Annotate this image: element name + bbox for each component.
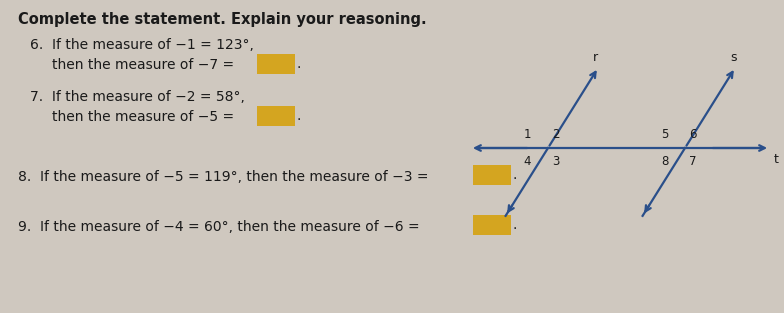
Text: t: t: [774, 153, 779, 166]
Text: 6: 6: [689, 128, 697, 141]
Text: .: .: [297, 57, 301, 71]
Text: 4: 4: [524, 155, 532, 168]
Text: 9.  If the measure of −4 = 60°, then the measure of −6 =: 9. If the measure of −4 = 60°, then the …: [18, 220, 419, 234]
Text: then the measure of −7 =: then the measure of −7 =: [52, 58, 234, 72]
Text: 6.  If the measure of −1 = 123°,: 6. If the measure of −1 = 123°,: [30, 38, 254, 52]
Text: 7: 7: [689, 155, 697, 168]
Text: then the measure of −5 =: then the measure of −5 =: [52, 110, 234, 124]
Text: 5: 5: [661, 128, 668, 141]
Text: 1: 1: [524, 128, 532, 141]
Bar: [473, 215, 511, 235]
Text: 8: 8: [661, 155, 668, 168]
Bar: [257, 54, 295, 74]
Text: Complete the statement. Explain your reasoning.: Complete the statement. Explain your rea…: [18, 12, 426, 27]
Text: s: s: [731, 51, 737, 64]
Text: .: .: [513, 218, 517, 232]
Bar: [257, 106, 295, 126]
Text: 2: 2: [552, 128, 560, 141]
Bar: [473, 165, 511, 185]
Text: 7.  If the measure of −2 = 58°,: 7. If the measure of −2 = 58°,: [30, 90, 245, 104]
Text: r: r: [593, 51, 598, 64]
Text: .: .: [297, 109, 301, 123]
Text: 8.  If the measure of −5 = 119°, then the measure of −3 =: 8. If the measure of −5 = 119°, then the…: [18, 170, 429, 184]
Text: 3: 3: [552, 155, 560, 168]
Text: .: .: [513, 168, 517, 182]
